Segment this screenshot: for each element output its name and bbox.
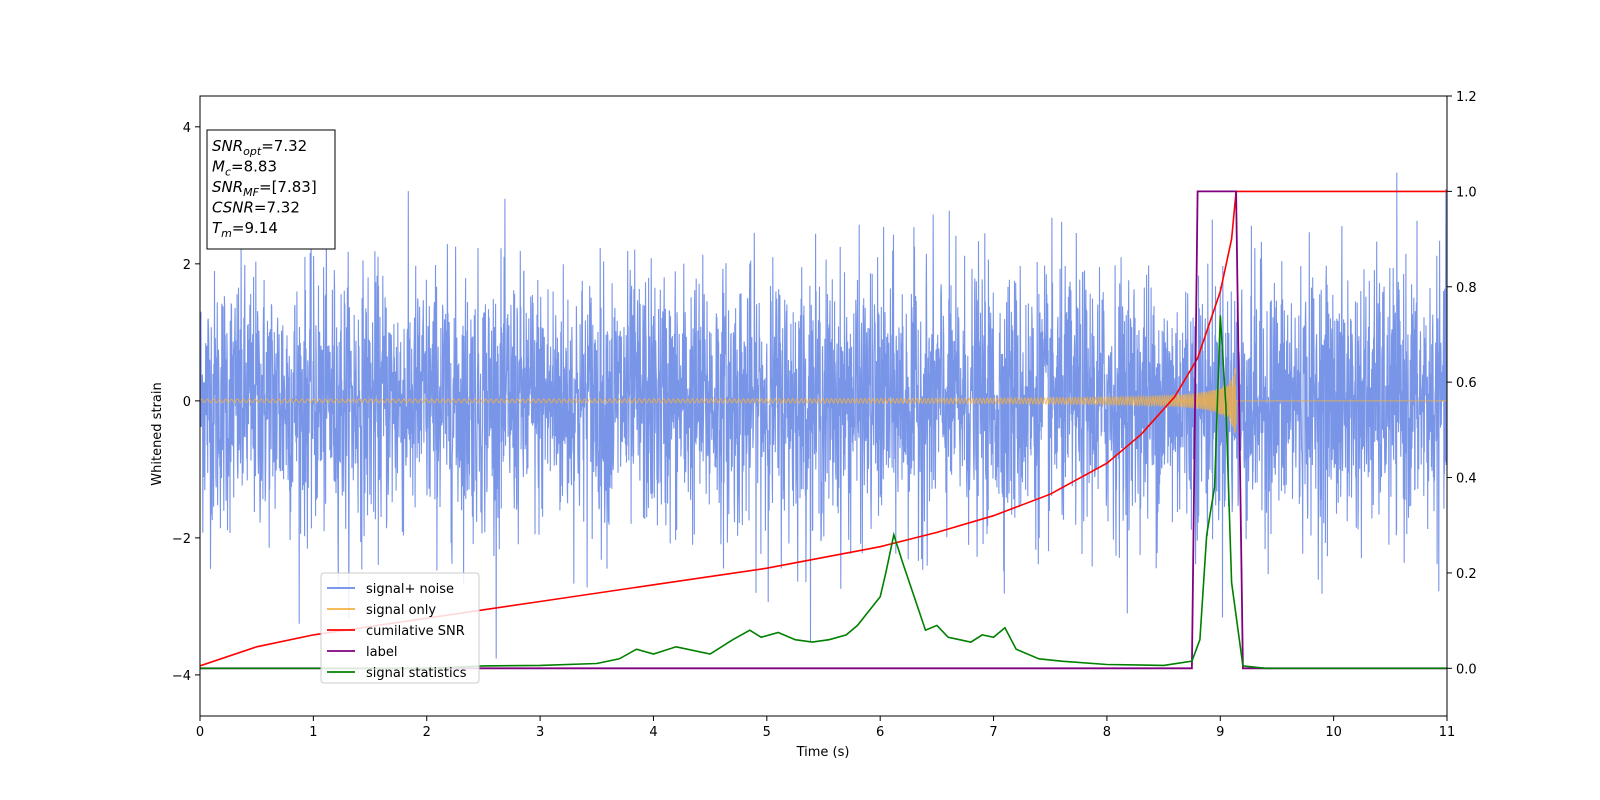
y2-tick-label: 0.0	[1456, 662, 1477, 677]
annotation-variable: T	[212, 219, 223, 237]
y-axis-left: −4 −2 0 2 4	[172, 121, 200, 684]
legend-label: label	[366, 645, 397, 660]
x-tick-label: 7	[989, 725, 997, 740]
annotation-value: =9.14	[232, 219, 278, 237]
legend-label: signal statistics	[366, 666, 467, 681]
y-tick-label: 4	[183, 121, 191, 136]
y-axis-label: Whitened strain	[150, 382, 165, 485]
annotation-line: SNRopt=7.32	[212, 137, 307, 158]
annotation-subscript: opt	[243, 145, 262, 158]
legend: signal+ noise signal only cumilative SNR la…	[320, 572, 480, 684]
series-signal-statistics-line	[200, 315, 1447, 670]
x-tick-label: 2	[423, 725, 431, 740]
y2-tick-label: 1.2	[1456, 90, 1477, 105]
annotation-variable: CSNR	[212, 199, 254, 217]
y2-tick-label: 1.0	[1456, 185, 1477, 200]
x-tick-label: 5	[763, 725, 771, 740]
legend-entry: signal only	[327, 603, 436, 618]
legend-label: signal only	[366, 603, 436, 618]
annotation-subscript: m	[221, 227, 232, 240]
legend-entry: signal statistics	[327, 666, 467, 681]
annotation-value: =[7.83]	[259, 178, 317, 196]
annotation-line: SNRMF=[7.83]	[212, 178, 317, 199]
annotation-subscript: c	[225, 166, 231, 179]
annotation-value: =7.32	[261, 137, 307, 155]
legend-label: signal+ noise	[366, 582, 454, 597]
y-tick-label: −2	[172, 532, 191, 547]
annotation-frame	[206, 129, 336, 250]
annotation-variable: M	[212, 158, 225, 176]
axes-frame	[199, 95, 1448, 717]
annotation-variable: SNR	[212, 178, 243, 196]
annotation-line: Mc=8.83	[212, 158, 277, 179]
legend-label: cumilative SNR	[366, 624, 465, 639]
x-tick-label: 4	[649, 725, 657, 740]
x-tick-label: 11	[1439, 725, 1456, 740]
y2-tick-label: 0.6	[1456, 376, 1477, 391]
x-axis: 0 1 2 3 4 5 6 7 8 9 10 11	[196, 716, 1455, 740]
x-tick-label: 0	[196, 725, 204, 740]
y-axis-right: 0.0 0.2 0.4 0.6 0.8 1.0 1.2	[1447, 90, 1477, 677]
legend-items: signal+ noise signal only cumilative SNR la…	[327, 582, 467, 681]
y2-tick-label: 0.8	[1456, 281, 1477, 296]
y2-tick-label: 0.2	[1456, 567, 1477, 582]
annotation-subscript: MF	[243, 186, 259, 199]
y-tick-label: −4	[172, 669, 191, 684]
annotation-box: SNRopt=7.32Mc=8.83SNRMF=[7.83]CSNR=7.32T…	[206, 129, 336, 250]
legend-entry: signal+ noise	[327, 582, 454, 597]
x-tick-label: 8	[1103, 725, 1111, 740]
legend-entry: label	[327, 645, 397, 660]
annotation-line: CSNR=7.32	[212, 199, 300, 217]
x-tick-label: 9	[1216, 725, 1224, 740]
y-tick-label: 0	[183, 395, 191, 410]
annotation-lines: SNRopt=7.32Mc=8.83SNRMF=[7.83]CSNR=7.32T…	[212, 137, 317, 240]
legend-frame	[320, 572, 480, 684]
x-tick-label: 3	[536, 725, 544, 740]
x-tick-label: 1	[309, 725, 317, 740]
annotation-line: Tm=9.14	[212, 219, 278, 240]
annotation-variable: SNR	[212, 137, 243, 155]
x-axis-label: Time (s)	[796, 745, 850, 760]
x-tick-label: 10	[1325, 725, 1342, 740]
y2-tick-label: 0.4	[1456, 472, 1477, 487]
legend-entry: cumilative SNR	[327, 624, 465, 639]
y-tick-label: 2	[183, 258, 191, 273]
annotation-value: =8.83	[231, 158, 277, 176]
annotation-value: =7.32	[254, 199, 300, 217]
x-tick-label: 6	[876, 725, 884, 740]
